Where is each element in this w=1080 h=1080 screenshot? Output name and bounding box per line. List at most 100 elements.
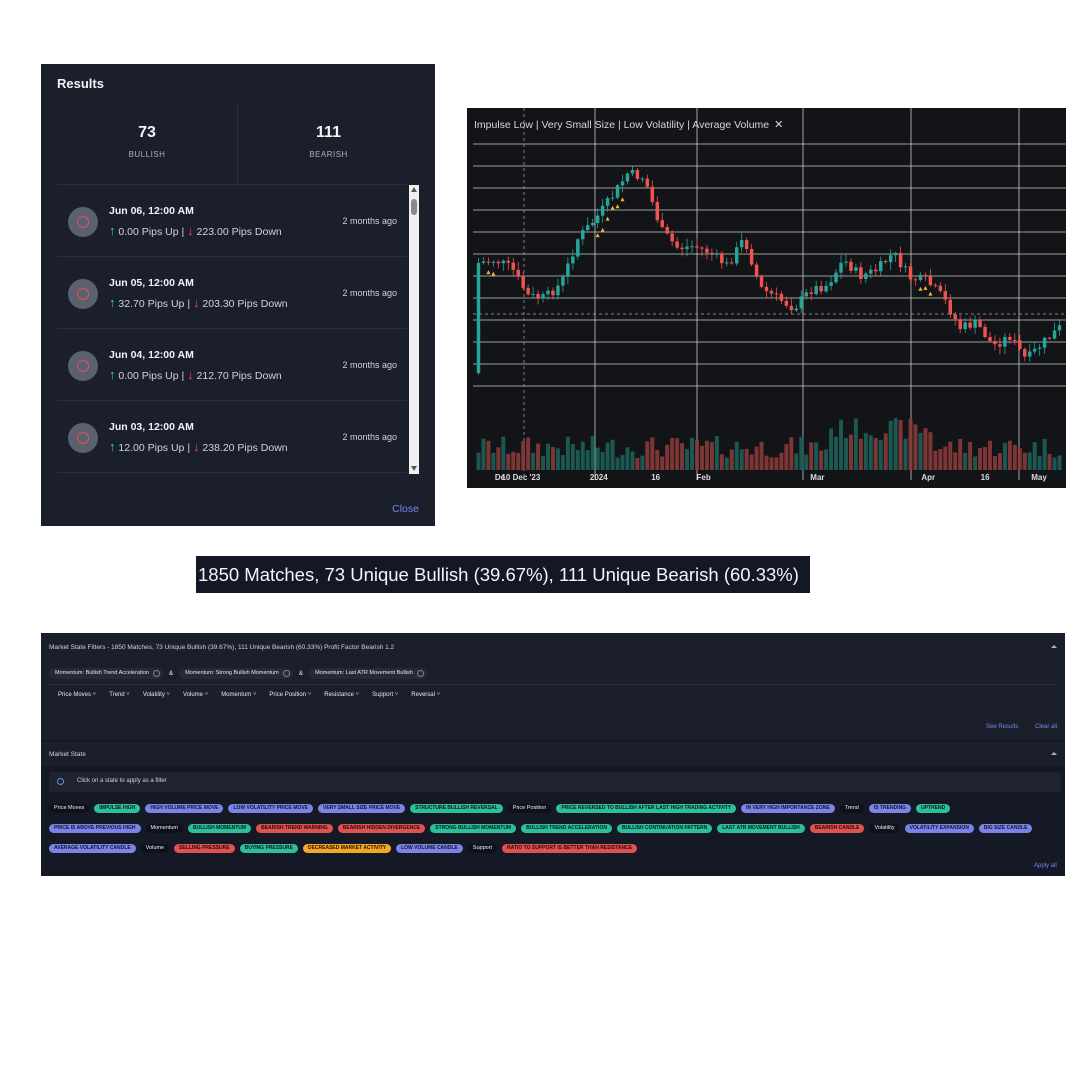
volume-bar	[734, 441, 739, 470]
state-chip[interactable]: VERY SMALL SIZE PRICE MOVE	[318, 804, 406, 813]
volume-bar	[511, 451, 516, 470]
results-title: Results	[57, 76, 104, 91]
volume-bar	[943, 446, 948, 470]
state-chip[interactable]: RATIO TO SUPPORT IS BETTER THAN RESISTAN…	[502, 844, 638, 853]
volume-bar	[640, 455, 645, 470]
active-filter-chip[interactable]: Momentum: Strong Bullish Momentum	[179, 668, 293, 679]
candle-body	[739, 240, 744, 248]
dropdown-resistance[interactable]: Resistance	[324, 692, 359, 698]
candle-body	[625, 173, 630, 182]
signal-arrow-icon	[615, 204, 620, 209]
state-chip[interactable]: BIG SIZE CANDLE	[978, 824, 1033, 833]
candle-body	[501, 260, 506, 264]
result-item[interactable]: Jun 06, 12:00 AM ↑ 0.00 Pips Up | ↓ 223.…	[57, 184, 407, 257]
volume-bar	[868, 435, 873, 470]
volume-bar	[729, 449, 734, 470]
state-chip[interactable]: DECREASED MARKET ACTIVITY	[302, 844, 392, 853]
state-chip[interactable]: AVERAGE VOLATILITY CANDLE	[49, 844, 136, 853]
state-chip[interactable]: SELLING PRESSURE	[174, 844, 235, 853]
state-chip[interactable]: LOW VOLATILITY PRICE MOVE	[228, 804, 313, 813]
state-chip[interactable]: BEARISH CANDLE	[809, 824, 865, 833]
state-chip[interactable]: IMPULSE HIGH	[94, 804, 141, 813]
candle-body	[561, 276, 565, 286]
candle-body	[680, 247, 684, 250]
state-chip[interactable]: BULLISH TREND ACCELERATION	[521, 824, 612, 833]
x-tick-label: 10 Dec '23	[501, 473, 540, 482]
state-chip[interactable]: PRICE REVERSED TO BULLISH AFTER LAST HIG…	[556, 804, 737, 813]
state-chip[interactable]: BULLISH MOMENTUM	[188, 824, 252, 833]
state-chip[interactable]: VOLATILITY EXPANSION	[904, 824, 974, 833]
dropdown-momentum[interactable]: Momentum	[221, 692, 256, 698]
scroll-down-arrow-icon[interactable]	[411, 466, 417, 471]
candle-body	[1047, 337, 1052, 339]
dropdown-trend[interactable]: Trend	[109, 692, 130, 698]
volume-bar	[615, 457, 620, 470]
clear-all-button[interactable]: Clear all	[1035, 724, 1058, 730]
state-chip[interactable]: IS TRENDING	[868, 804, 912, 813]
state-chip[interactable]: BEARISH HIDDEN DIVERGENCE	[337, 824, 426, 833]
state-chip[interactable]: IN VERY HIGH IMPORTANCE ZONE	[741, 804, 835, 813]
candle-body	[903, 266, 908, 268]
state-chip[interactable]: LAST ATR MOVEMENT BULLISH	[717, 824, 805, 833]
dropdown-volume[interactable]: Volume	[183, 692, 208, 698]
candle-body	[973, 319, 977, 328]
candle-body	[700, 247, 704, 249]
candle-body	[893, 252, 898, 256]
state-chip-row: PRICE IS ABOVE PREVIOUS HIGH Momentum BULL…	[49, 824, 1033, 833]
candle-body	[526, 287, 530, 295]
results-scrollbar[interactable]	[409, 185, 419, 474]
close-button[interactable]: Close	[392, 503, 419, 515]
x-tick-label: 2024	[590, 473, 608, 482]
candle-body	[779, 293, 784, 301]
state-chip[interactable]: LOW VOLUME CANDLE	[396, 844, 463, 853]
arrow-down-icon: ↓	[187, 223, 194, 238]
volume-bar	[903, 438, 908, 470]
result-date: Jun 04, 12:00 AM	[109, 349, 194, 361]
candle-body	[491, 261, 496, 263]
state-chip[interactable]: BUYING PRESSURE	[239, 844, 298, 853]
active-filter-chip[interactable]: Momentum: Bullish Trend Acceleration	[49, 668, 163, 679]
volume-bar	[1022, 452, 1027, 470]
apply-all-button[interactable]: Apply all	[1034, 863, 1057, 869]
state-chip[interactable]: STRONG BULLISH MOMENTUM	[430, 824, 517, 833]
market-state-header: Market State	[41, 742, 1065, 766]
candle-body	[1027, 351, 1032, 357]
state-chip[interactable]: STRUCTURE BULLISH REVERSAL	[410, 804, 503, 813]
volume-bar	[1027, 452, 1032, 470]
dropdown-price-moves[interactable]: Price Moves	[58, 692, 96, 698]
see-results-button[interactable]: See Results	[986, 724, 1019, 730]
dropdown-volatility[interactable]: Volatility	[143, 692, 170, 698]
separator: |	[181, 226, 185, 238]
x-icon[interactable]: ✕	[774, 119, 784, 131]
result-time-ago: 2 months ago	[342, 432, 397, 442]
collapse-caret-icon[interactable]	[1051, 645, 1057, 648]
candle-body	[516, 269, 520, 276]
volume-bar	[883, 433, 888, 470]
state-chip[interactable]: PRICE IS ABOVE PREVIOUS HIGH	[49, 824, 141, 833]
state-chip[interactable]: BEARISH TREND WARNING	[256, 824, 333, 833]
pips-down: 203.30 Pips Down	[202, 298, 288, 310]
candle-body	[804, 292, 808, 297]
state-chip[interactable]: UPTREND	[916, 804, 951, 813]
volume-bar	[983, 447, 988, 470]
state-chip[interactable]: BULLISH CONTINUATION PATTERN	[616, 824, 713, 833]
scroll-up-arrow-icon[interactable]	[411, 187, 417, 192]
hint-box: Click on a state to apply as a filter	[49, 772, 1061, 792]
result-item[interactable]: Jun 04, 12:00 AM ↑ 0.00 Pips Up | ↓ 212.…	[57, 328, 407, 401]
volume-bar	[764, 455, 769, 470]
result-item[interactable]: Jun 05, 12:00 AM ↑ 32.70 Pips Up | ↓ 203…	[57, 256, 407, 329]
dropdown-reversal[interactable]: Reversal	[411, 692, 440, 698]
candle-body	[536, 293, 540, 299]
result-time-ago: 2 months ago	[342, 288, 397, 298]
price-chart[interactable]: Impulse Low | Very Small Size | Low Vola…	[467, 108, 1066, 488]
volume-bar	[486, 440, 491, 470]
result-item[interactable]: Jun 03, 12:00 AM ↑ 12.00 Pips Up | ↓ 238…	[57, 400, 407, 473]
dropdown-price-position[interactable]: Price Position	[269, 692, 311, 698]
candle-body	[690, 246, 694, 248]
active-filter-chip[interactable]: Momentum: Last ATR Movement Bullish	[309, 668, 427, 679]
dropdown-support[interactable]: Support	[372, 692, 398, 698]
state-chip[interactable]: HIGH VOLUME PRICE MOVE	[145, 804, 224, 813]
collapse-caret-icon[interactable]	[1051, 752, 1057, 755]
volume-bar	[834, 436, 839, 470]
scroll-thumb[interactable]	[411, 199, 417, 215]
